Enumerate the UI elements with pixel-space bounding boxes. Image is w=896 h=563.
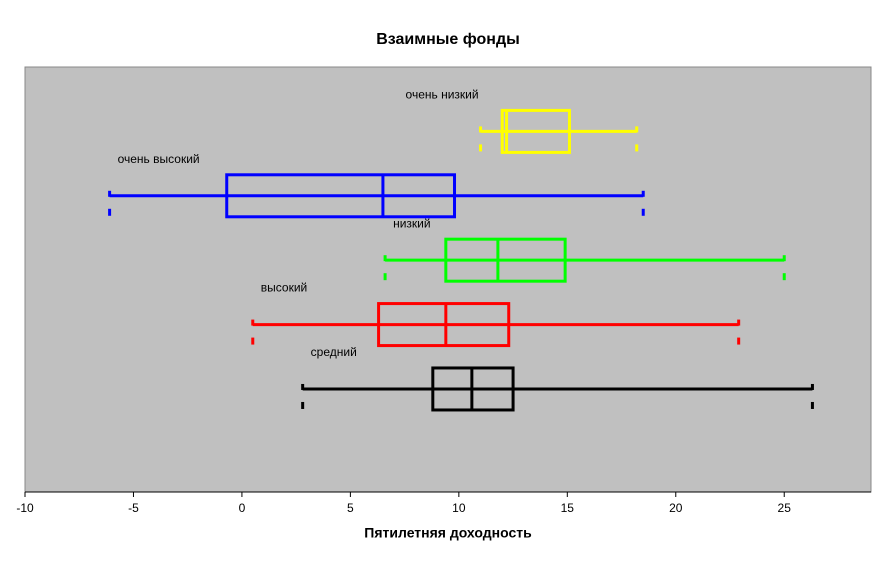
plot-area [24, 66, 872, 493]
box [444, 237, 567, 283]
series-label: очень высокий [118, 152, 200, 166]
chart-title: Взаимные фонды [376, 31, 520, 48]
x-tick-label: 10 [452, 501, 466, 515]
series-label: средний [311, 345, 357, 359]
x-axis-title: Пятилетняя доходность [364, 525, 532, 541]
series-label: очень низкий [406, 88, 479, 102]
box [500, 108, 571, 154]
box [225, 173, 457, 219]
x-tick-label: -10 [16, 501, 34, 515]
x-tick-label: 5 [347, 501, 354, 515]
series-label: низкий [393, 216, 431, 230]
x-tick-label: 15 [561, 501, 575, 515]
box [377, 302, 511, 348]
x-tick-label: 25 [778, 501, 792, 515]
x-tick-label: 20 [669, 501, 683, 515]
x-tick-label: 0 [239, 501, 246, 515]
x-tick-label: -5 [128, 501, 139, 515]
series-label: высокий [261, 281, 307, 295]
